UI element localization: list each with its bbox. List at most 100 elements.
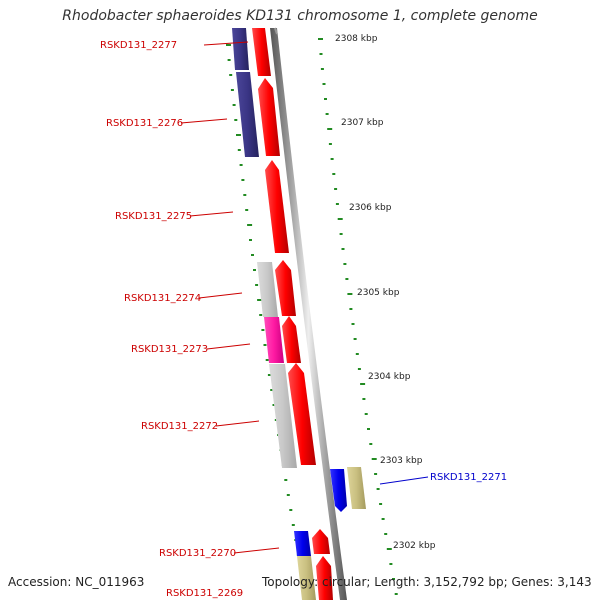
gene-2274-grey[interactable] [257, 262, 278, 317]
gene-label-2273: RSKD131_2273 [131, 344, 208, 355]
tick-dot [332, 173, 336, 175]
tick-dot [345, 278, 349, 280]
tick-label-2303: 2303 kbp [380, 456, 423, 466]
tick-dot [229, 74, 233, 76]
gene-2270-red[interactable] [312, 529, 330, 554]
tick-dot [263, 344, 267, 346]
tick-dot [230, 89, 234, 91]
tick-dot [247, 224, 253, 226]
tick-dot [394, 593, 398, 595]
tick-dot [384, 533, 388, 535]
gene-2274-red[interactable] [275, 260, 296, 316]
tick-label-2308: 2308 kbp [335, 34, 378, 44]
tick-dot [376, 488, 380, 490]
tick-dot [291, 524, 295, 526]
tick-label-2307: 2307 kbp [341, 118, 384, 128]
tick-dot [325, 113, 329, 115]
gene-2275-red[interactable] [265, 160, 289, 253]
tick-dot [351, 323, 355, 325]
tick-dot [330, 158, 334, 160]
tick-dot [374, 473, 378, 475]
tick-dot [267, 374, 271, 376]
gene-2269-khaki[interactable] [297, 556, 316, 600]
tick-dot [337, 218, 343, 220]
tick-dot [334, 188, 338, 190]
tick-dot [347, 293, 353, 295]
tick-dot [349, 308, 353, 310]
tick-dot [241, 179, 245, 181]
gene-label-2269: RSKD131_2269 [166, 588, 243, 599]
tick-dot [353, 338, 357, 340]
tick-dot [357, 368, 361, 370]
tick-dot [249, 239, 252, 241]
tick-dot [234, 119, 238, 121]
tick-dot [389, 563, 393, 565]
genome-summary-text: Topology: circular; Length: 3,152,792 bp… [262, 575, 592, 589]
tick-dot [367, 428, 370, 430]
tick-dot [371, 458, 377, 460]
tick-dot [239, 164, 243, 166]
tick-dot [286, 494, 290, 496]
tick-dot [289, 509, 293, 511]
chromosome-backbone [270, 28, 347, 600]
tick-dot [360, 383, 366, 385]
map-title: Rhodobacter sphaeroides KD131 chromosome… [62, 8, 538, 24]
gene-label-2274: RSKD131_2274 [124, 293, 201, 304]
gene-2277-red[interactable] [252, 28, 271, 76]
tick-dot [379, 503, 383, 505]
tick-dot [319, 53, 323, 55]
tick-dot [339, 233, 343, 235]
tick-dot [259, 314, 263, 316]
tick-dot [335, 203, 339, 205]
gene-label-2276: RSKD131_2276 [106, 118, 183, 129]
gene-2272-grey[interactable] [269, 364, 297, 468]
tick-dot [245, 209, 249, 211]
gene-labels: RSKD131_2277 RSKD131_2276 RSKD131_2275 R… [100, 40, 507, 599]
gene-2270-blue[interactable] [294, 531, 311, 556]
gene-2271-khaki[interactable] [347, 467, 366, 509]
tick-dot [369, 443, 373, 445]
tick-label-2306: 2306 kbp [349, 203, 392, 213]
tick-dot [243, 194, 247, 196]
gene-2273-pink[interactable] [264, 317, 284, 363]
tick-dot [392, 578, 395, 580]
accession-text: Accession: NC_011963 [8, 575, 145, 589]
tick-dot [272, 404, 276, 406]
gene-label-2271: RSKD131_2271 [430, 472, 507, 483]
gene-2277-related-purple-top[interactable] [232, 28, 249, 70]
tick-dot [343, 263, 347, 265]
gene-2272-red[interactable] [288, 363, 316, 465]
gene-label-2270: RSKD131_2270 [159, 548, 236, 559]
tick-label-2304: 2304 kbp [368, 372, 411, 382]
tick-dot [341, 248, 345, 250]
tick-dot [320, 68, 324, 70]
tick-dot [328, 143, 332, 145]
tick-dot [381, 518, 385, 520]
tick-dot [251, 254, 254, 256]
tick-dot [253, 269, 256, 271]
tick-dot [232, 104, 236, 106]
tick-dot [265, 359, 269, 361]
gene-2269-red[interactable] [316, 556, 333, 600]
tick-dot [255, 284, 259, 286]
tick-dot [364, 413, 368, 415]
tick-dot [261, 329, 265, 331]
tick-dot [227, 59, 231, 61]
tick-dot [362, 398, 366, 400]
gene-2276-purple[interactable] [236, 72, 259, 157]
gene-2271-blue[interactable] [330, 469, 347, 512]
tick-dot [322, 83, 326, 85]
tick-label-2302: 2302 kbp [393, 541, 436, 551]
gene-label-2275: RSKD131_2275 [115, 211, 192, 222]
label-leader-lines [180, 41, 429, 554]
backbone-marker [274, 27, 278, 35]
tick-dot [386, 548, 392, 550]
tick-label-2305: 2305 kbp [357, 288, 400, 298]
gene-2273-red[interactable] [282, 316, 301, 363]
tick-dot [236, 134, 241, 136]
tick-dot [355, 353, 359, 355]
gene-features [232, 28, 366, 600]
gene-label-2277: RSKD131_2277 [100, 40, 177, 51]
gene-2276-red[interactable] [258, 78, 280, 156]
